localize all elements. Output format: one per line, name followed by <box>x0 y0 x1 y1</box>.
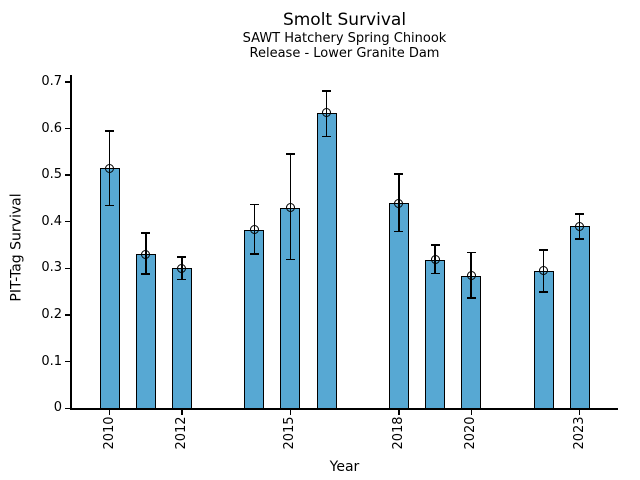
error-cap-bottom-2018 <box>394 230 404 233</box>
bar-2018 <box>388 203 409 410</box>
y-axis-label: PIT-Tag Survival <box>8 193 25 302</box>
y-tick-label-0.2: 0.2 <box>41 307 62 323</box>
error-cap-top-2015 <box>285 153 295 155</box>
chart-subtitle-line1: SAWT Hatchery Spring Chinook <box>242 31 447 46</box>
y-tick-label-0.7: 0.7 <box>41 73 62 89</box>
y-tick-0.7 <box>65 81 70 83</box>
y-tick-0 <box>65 407 70 409</box>
error-cap-top-2018 <box>394 173 404 175</box>
x-tick-label-2012: 2012 <box>173 416 189 450</box>
error-cap-top-2014 <box>249 203 259 206</box>
error-cap-top-2022 <box>539 249 549 251</box>
error-cap-bottom-2010 <box>105 204 115 207</box>
chart-subtitle-line2: Release - Lower Granite Dam <box>249 46 440 61</box>
y-tick-label-0.5: 0.5 <box>41 167 62 183</box>
y-tick-0.1 <box>65 360 70 363</box>
x-tick-label-2015: 2015 <box>282 416 298 450</box>
bar-2023 <box>569 226 590 410</box>
y-tick-label-0.3: 0.3 <box>41 260 62 276</box>
error-cap-bottom-2015 <box>285 258 295 261</box>
x-tick-2012 <box>181 409 183 415</box>
error-cap-top-2020 <box>466 251 476 254</box>
y-tick-0.2 <box>65 314 70 316</box>
marker-2020 <box>466 271 476 281</box>
x-tick-label-2018: 2018 <box>390 416 406 450</box>
bar-2014 <box>244 229 265 410</box>
x-axis-label: Year <box>329 459 360 475</box>
error-cap-bottom-2011 <box>141 273 151 275</box>
error-cap-bottom-2020 <box>466 297 476 299</box>
x-tick-2010 <box>108 409 111 415</box>
marker-2018 <box>394 198 404 208</box>
marker-2022 <box>539 266 549 276</box>
error-cap-top-2019 <box>430 244 440 246</box>
marker-2012 <box>177 263 187 273</box>
x-tick-2023 <box>578 409 581 415</box>
chart-title: Smolt Survival <box>282 10 407 30</box>
marker-2016 <box>322 108 332 118</box>
x-tick-label-2023: 2023 <box>571 416 587 450</box>
bar-2016 <box>316 112 337 410</box>
error-cap-bottom-2012 <box>177 278 187 281</box>
error-cap-top-2012 <box>177 256 187 258</box>
bar-2019 <box>425 259 446 410</box>
y-tick-0.4 <box>65 221 70 223</box>
y-tick-0.3 <box>65 267 70 270</box>
y-axis-spine <box>70 75 72 410</box>
bar-2012 <box>171 268 192 410</box>
x-tick-label-2020: 2020 <box>463 416 479 450</box>
x-tick-2018 <box>398 409 400 415</box>
error-cap-bottom-2023 <box>575 238 585 240</box>
y-tick-label-0: 0 <box>53 400 62 416</box>
error-cap-bottom-2019 <box>430 272 440 275</box>
marker-2023 <box>575 221 585 231</box>
marker-2015 <box>285 203 295 213</box>
bar-2011 <box>135 254 156 410</box>
error-cap-top-2016 <box>322 90 332 92</box>
error-cap-bottom-2016 <box>322 135 332 138</box>
error-cap-top-2010 <box>105 130 115 132</box>
marker-2014 <box>249 225 259 235</box>
error-cap-top-2011 <box>141 232 151 234</box>
y-tick-label-0.6: 0.6 <box>41 120 62 136</box>
x-tick-2020 <box>470 409 472 415</box>
x-tick-2015 <box>289 409 292 415</box>
y-tick-0.6 <box>65 127 70 130</box>
x-tick-label-2010: 2010 <box>101 416 117 450</box>
error-cap-top-2023 <box>575 213 585 215</box>
error-cap-bottom-2022 <box>539 291 549 293</box>
x-axis-spine <box>70 408 618 410</box>
y-tick-label-0.4: 0.4 <box>41 213 62 229</box>
error-cap-bottom-2014 <box>249 253 259 255</box>
y-tick-0.5 <box>65 174 70 176</box>
marker-2019 <box>430 255 440 265</box>
marker-2011 <box>141 249 151 259</box>
y-tick-label-0.1: 0.1 <box>41 353 62 369</box>
marker-2010 <box>105 163 115 173</box>
